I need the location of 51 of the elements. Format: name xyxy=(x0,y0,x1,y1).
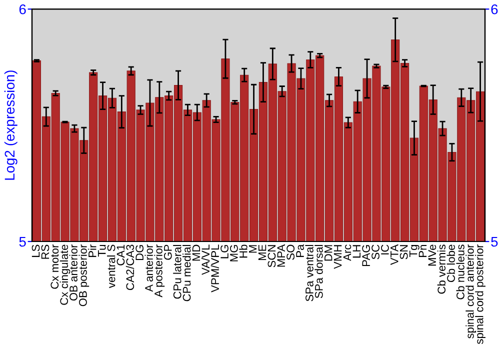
x-tick-label: DM xyxy=(324,245,332,261)
x-tick-label: PAG xyxy=(362,245,370,266)
x-tick-label: SPa dorsal xyxy=(314,245,323,298)
x-tick-label: LS xyxy=(32,244,40,257)
x-tick-label: CPu lateral xyxy=(173,245,182,299)
x-tick-label: IC xyxy=(381,244,389,254)
x-tick-label: Cx motor xyxy=(50,244,59,289)
y2-tick-label: 5 xyxy=(491,236,498,247)
x-tick-label: MD xyxy=(192,244,200,261)
x-tick-label: CA1 xyxy=(116,244,125,266)
x-tick-label: RS xyxy=(41,244,50,259)
x-tick-label: M xyxy=(249,245,257,253)
x-tick-label: A anterior xyxy=(144,244,153,292)
x-tick-label: MPA xyxy=(277,244,285,267)
x-tick-label: Cb nucleus xyxy=(456,244,464,300)
x-tick-label: A posterior xyxy=(154,244,165,298)
x-tick-label: VPM/VPL xyxy=(210,244,220,292)
y2-tick-label: 6 xyxy=(491,4,498,14)
x-tick-label: ventral S xyxy=(107,244,116,288)
x-tick-label: OB posterior xyxy=(78,244,90,306)
x-tick-label: SC xyxy=(372,244,380,260)
x-tick-label: Pn xyxy=(418,245,427,257)
x-tick-label: LG xyxy=(220,245,228,258)
x-tick-label: Tg xyxy=(409,244,420,257)
x-tick-label: GP xyxy=(164,244,172,260)
x-tick-label: SCN xyxy=(268,245,276,268)
x-tick-label: Pir xyxy=(88,244,96,257)
x-tick-label: DG xyxy=(136,245,144,260)
x-tick-label: CA2/CA3 xyxy=(126,244,134,290)
x-tick-label: VMH xyxy=(334,245,342,269)
x-tick-label: Tu xyxy=(98,245,106,257)
x-tick-label: ME xyxy=(258,244,266,260)
x-tick-label: Cb vermis xyxy=(437,244,446,294)
x-tick-label: SO xyxy=(286,244,295,260)
x-tick-label: MG xyxy=(230,245,238,262)
x-tick-label: Cx cingulate xyxy=(60,244,70,305)
y-axis-title: Log2 (expression) xyxy=(4,70,18,180)
x-tick-label: Pa xyxy=(296,244,304,257)
x-tick-label: Cb lobe xyxy=(446,244,455,282)
x-tick-label: Hb xyxy=(239,244,248,258)
x-tick-label: OB anterior xyxy=(69,244,78,301)
x-tick-label: CPu medial xyxy=(182,245,191,302)
x-tick-label: VTA xyxy=(390,244,398,266)
x-tick-label: Arc xyxy=(343,244,352,261)
x-tick-label: spinal cord anterior xyxy=(466,244,476,338)
x-tick-label: SPa ventral xyxy=(305,245,314,302)
x-tick-label: SN xyxy=(400,245,408,260)
x-tick-label: VA/VL xyxy=(201,244,210,275)
x-tick-label: MVe xyxy=(428,244,436,266)
x-tick-label: spinal cord posterior xyxy=(475,244,486,344)
x-tick-label: LH xyxy=(352,245,360,258)
